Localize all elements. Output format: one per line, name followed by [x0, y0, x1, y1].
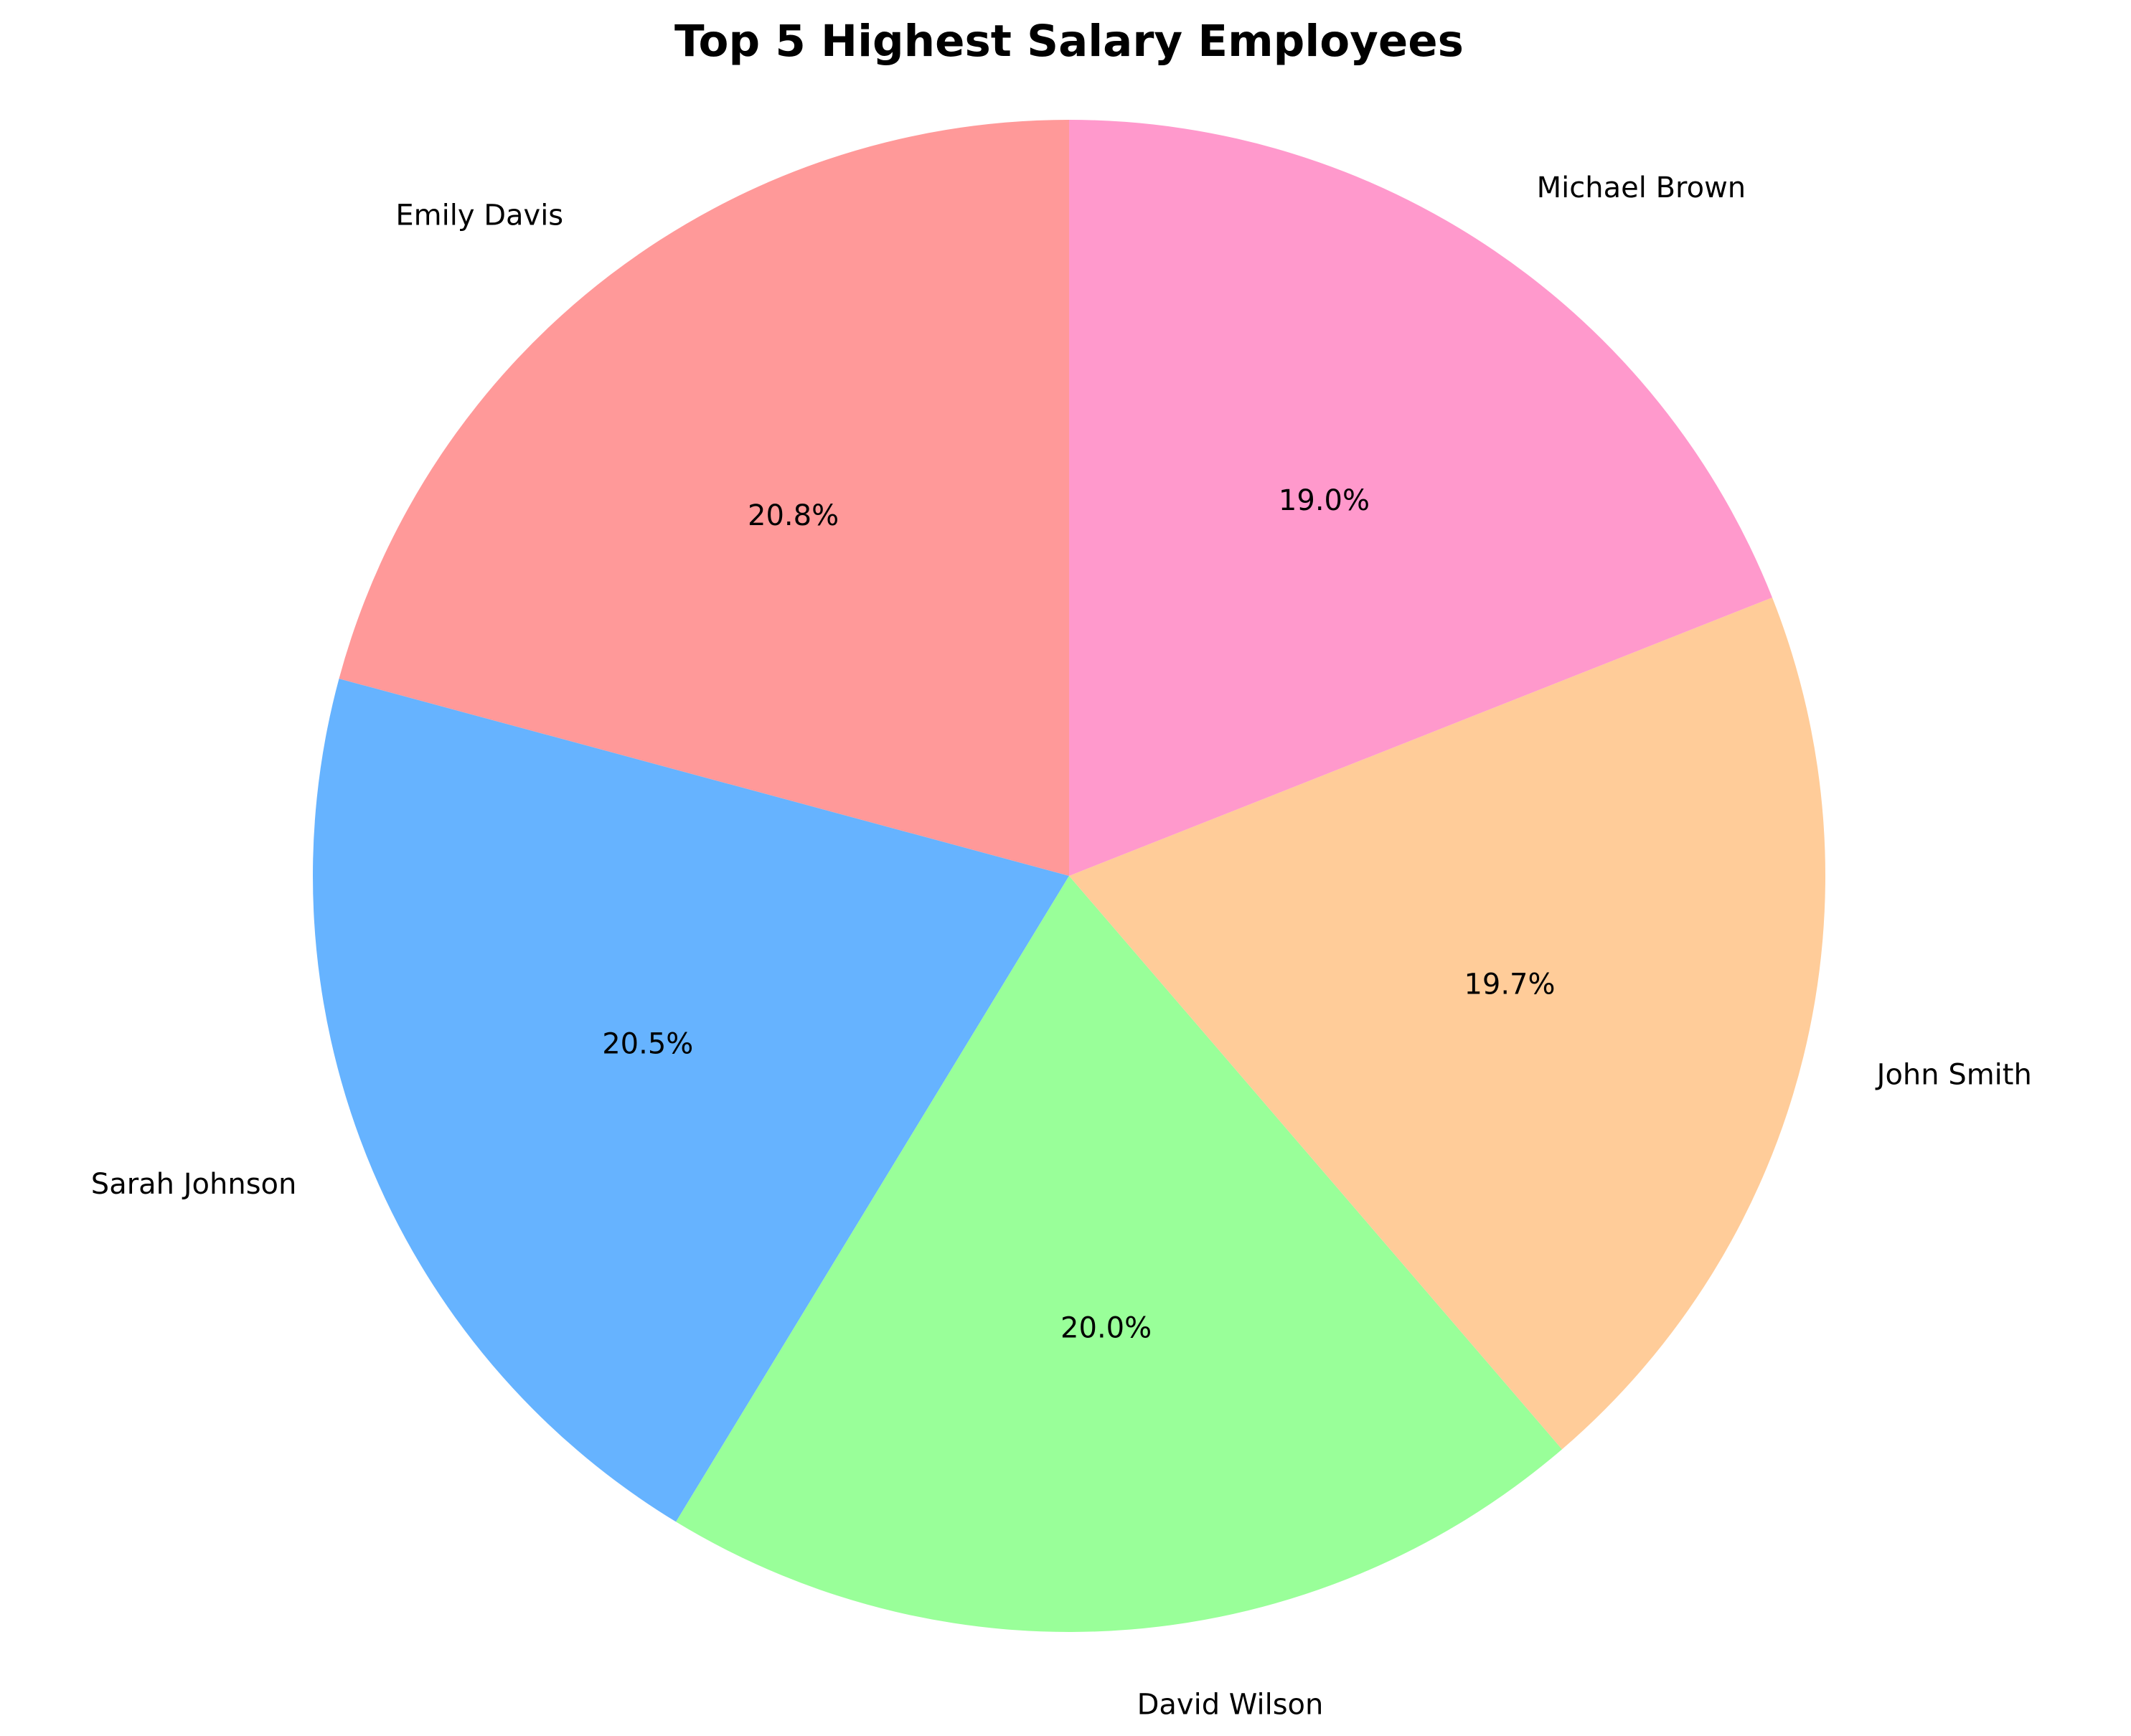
chart-title: Top 5 Highest Salary Employees: [674, 16, 1464, 67]
pie-slices: [312, 120, 1825, 1632]
slice-label-david-wilson: David Wilson: [1137, 1689, 1324, 1722]
pie-slice-sarah-johnson: [312, 679, 1070, 1522]
pie-slice-emily-davis: [339, 120, 1069, 876]
slice-percent-emily-davis: 20.8%: [748, 499, 839, 532]
pie-labels: Emily Davis 20.8% Sarah Johnson 20.5% David …: [91, 171, 2032, 1721]
slice-label-john-smith: John Smith: [1875, 1059, 2032, 1092]
slice-percent-john-smith: 19.7%: [1464, 968, 1555, 1001]
pie-slice-michael-brown: [1069, 120, 1772, 876]
slice-label-emily-davis: Emily Davis: [395, 199, 563, 232]
slice-percent-michael-brown: 19.0%: [1279, 484, 1370, 517]
pie-slice-john-smith: [1069, 597, 1825, 1450]
slice-label-michael-brown: Michael Brown: [1537, 171, 1746, 204]
slice-percent-david-wilson: 20.0%: [1060, 1311, 1152, 1344]
slice-percent-sarah-johnson: 20.5%: [602, 1028, 693, 1061]
pie-slice-david-wilson: [676, 876, 1563, 1632]
slice-label-sarah-johnson: Sarah Johnson: [91, 1168, 297, 1201]
